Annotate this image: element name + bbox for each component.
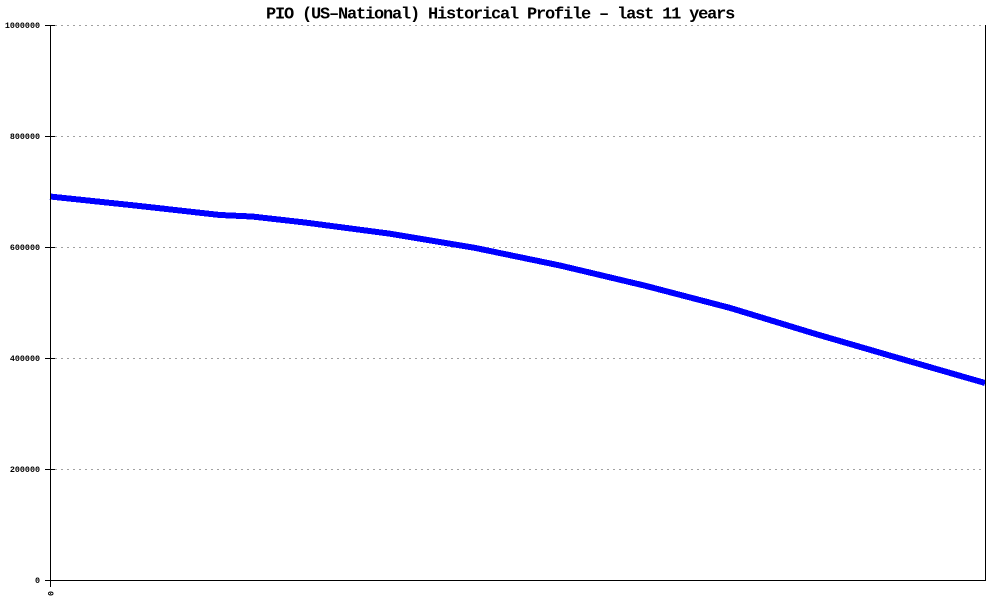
svg-text:PIO (US–National) Historical P: PIO (US–National) Historical Profile – l… bbox=[266, 6, 735, 25]
svg-text:600000: 600000 bbox=[10, 243, 40, 253]
svg-text:800000: 800000 bbox=[10, 132, 40, 142]
svg-text:200000: 200000 bbox=[10, 465, 40, 475]
svg-text:400000: 400000 bbox=[10, 354, 40, 364]
svg-text:0: 0 bbox=[47, 591, 57, 596]
svg-text:0: 0 bbox=[35, 576, 40, 586]
svg-text:1000000: 1000000 bbox=[5, 21, 40, 31]
